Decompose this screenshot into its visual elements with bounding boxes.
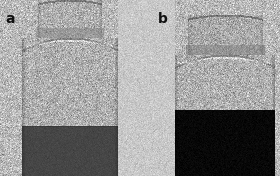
Text: b: b [158, 12, 168, 26]
Text: a: a [5, 12, 15, 26]
